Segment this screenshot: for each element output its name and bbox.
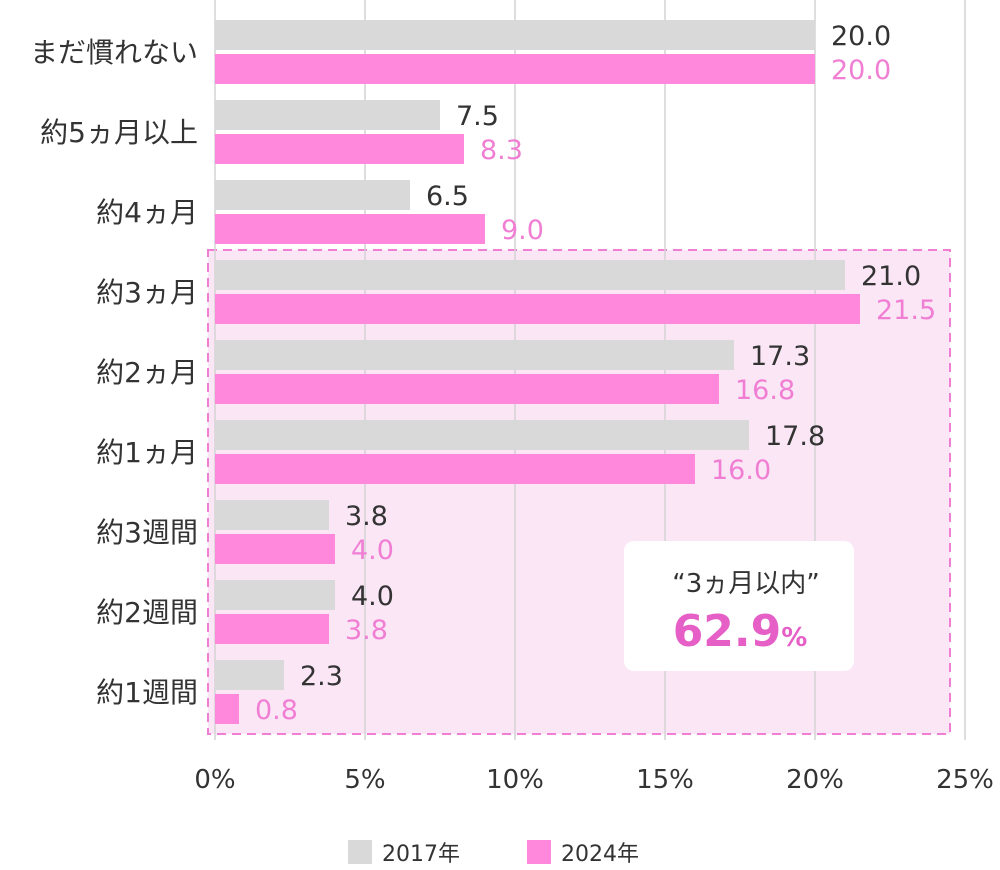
data-label-2024: 0.8 — [255, 695, 298, 726]
data-label-2024: 3.8 — [345, 615, 388, 646]
data-label-2024: 20.0 — [831, 55, 891, 86]
data-label-2017: 2.3 — [300, 661, 343, 692]
legend-item-2024-swatch — [527, 840, 551, 864]
data-label-2017: 20.0 — [831, 21, 891, 52]
labels-layer: まだ慣れない 20.020.0 約5ヵ月以上 7.58.3 約4ヵ月 6.5 9.0 約3ヵ月… — [30, 21, 936, 726]
data-label-2017: 6.5 — [426, 181, 469, 212]
data-label-2024: 4.0 — [351, 535, 394, 566]
bar-2017 — [215, 420, 749, 450]
x-tick-label: 25% — [936, 765, 994, 795]
annotation-label: “3ヵ月以内” — [672, 569, 819, 599]
data-label-2017: 7.5 — [456, 101, 499, 132]
data-label-2017: 17.8 — [765, 421, 825, 452]
bar-2017 — [215, 20, 815, 50]
data-label-2024: 21.5 — [876, 295, 936, 326]
data-label-2024: 9.0 — [501, 215, 544, 246]
annotation-value: 62.9 — [673, 606, 782, 657]
annotation-box — [624, 541, 854, 671]
data-label-2017: 4.0 — [351, 581, 394, 612]
category-label: 約1週間 — [96, 676, 198, 709]
bars-layer — [215, 20, 860, 724]
data-label-2017: 17.3 — [750, 341, 810, 372]
category-label: 約2ヵ月 — [96, 356, 198, 389]
data-label-2024: 16.0 — [711, 455, 771, 486]
category-label: 約3ヵ月 — [96, 276, 198, 309]
bar-2024 — [215, 614, 329, 644]
x-axis: 0% 5% 10% 15% 20% 25% — [194, 765, 994, 795]
bar-2024 — [215, 54, 815, 84]
bar-2017 — [215, 500, 329, 530]
x-tick-label: 15% — [636, 765, 694, 795]
bar-2024 — [215, 134, 464, 164]
category-label: 約2週間 — [96, 596, 198, 629]
bar-2017 — [215, 340, 734, 370]
legend-item-2017-swatch — [348, 840, 372, 864]
annotation-unit: % — [781, 623, 807, 653]
annotation-value-line: 62.9% — [673, 606, 808, 657]
data-label-2017: 3.8 — [345, 501, 388, 532]
legend-item-2024-label: 2024年 — [561, 842, 639, 867]
legend: 2017年 2024年 — [348, 840, 639, 867]
category-label: まだ慣れない — [30, 36, 198, 69]
bar-2024 — [215, 374, 719, 404]
category-label: 約5ヵ月以上 — [40, 116, 198, 149]
data-label-2024: 8.3 — [480, 135, 523, 166]
x-tick-label: 0% — [194, 765, 235, 795]
category-label: 約1ヵ月 — [96, 436, 198, 469]
bar-2024 — [215, 214, 485, 244]
data-label-2024: 16.8 — [735, 375, 795, 406]
annotation-callout: “3ヵ月以内” 62.9% — [624, 541, 854, 671]
bar-2024 — [215, 454, 695, 484]
bar-2017 — [215, 180, 410, 210]
bar-2024 — [215, 294, 860, 324]
x-tick-label: 5% — [344, 765, 385, 795]
category-label: 約4ヵ月 — [96, 196, 198, 229]
category-label: 約3週間 — [96, 516, 198, 549]
bar-2017 — [215, 260, 845, 290]
bar-2017 — [215, 100, 440, 130]
data-label-2017: 21.0 — [861, 261, 921, 292]
bar-2024 — [215, 694, 239, 724]
bar-2017 — [215, 580, 335, 610]
x-tick-label: 20% — [786, 765, 844, 795]
x-tick-label: 10% — [486, 765, 544, 795]
bar-2017 — [215, 660, 284, 690]
bar-2024 — [215, 534, 335, 564]
legend-item-2017-label: 2017年 — [382, 842, 460, 867]
